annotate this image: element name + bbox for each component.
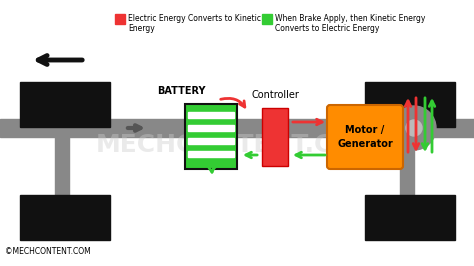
Bar xyxy=(188,112,234,118)
Bar xyxy=(365,195,455,240)
Circle shape xyxy=(392,106,436,150)
Text: ©MECHCONTENT.COM: ©MECHCONTENT.COM xyxy=(5,247,91,256)
Bar xyxy=(188,151,234,157)
Bar xyxy=(188,125,234,131)
Bar xyxy=(0,119,474,137)
Bar xyxy=(188,138,234,144)
Bar xyxy=(185,104,237,169)
Bar xyxy=(365,82,455,127)
Bar xyxy=(20,195,110,240)
FancyBboxPatch shape xyxy=(327,105,403,169)
Bar xyxy=(55,95,69,230)
Text: Motor /
Generator: Motor / Generator xyxy=(337,125,393,149)
Bar xyxy=(400,95,414,230)
Text: BATTERY: BATTERY xyxy=(157,86,206,96)
Text: Controller: Controller xyxy=(251,90,299,100)
Bar xyxy=(115,14,125,24)
Circle shape xyxy=(406,120,422,136)
Text: MECHCONTENT.COM: MECHCONTENT.COM xyxy=(95,133,379,157)
Bar xyxy=(20,82,110,127)
Text: When Brake Apply, then Kinetic Energy
Converts to Electric Energy: When Brake Apply, then Kinetic Energy Co… xyxy=(275,14,425,34)
Bar xyxy=(262,108,288,166)
Text: Electric Energy Converts to Kinetic
Energy: Electric Energy Converts to Kinetic Ener… xyxy=(128,14,261,34)
Bar xyxy=(262,14,272,24)
